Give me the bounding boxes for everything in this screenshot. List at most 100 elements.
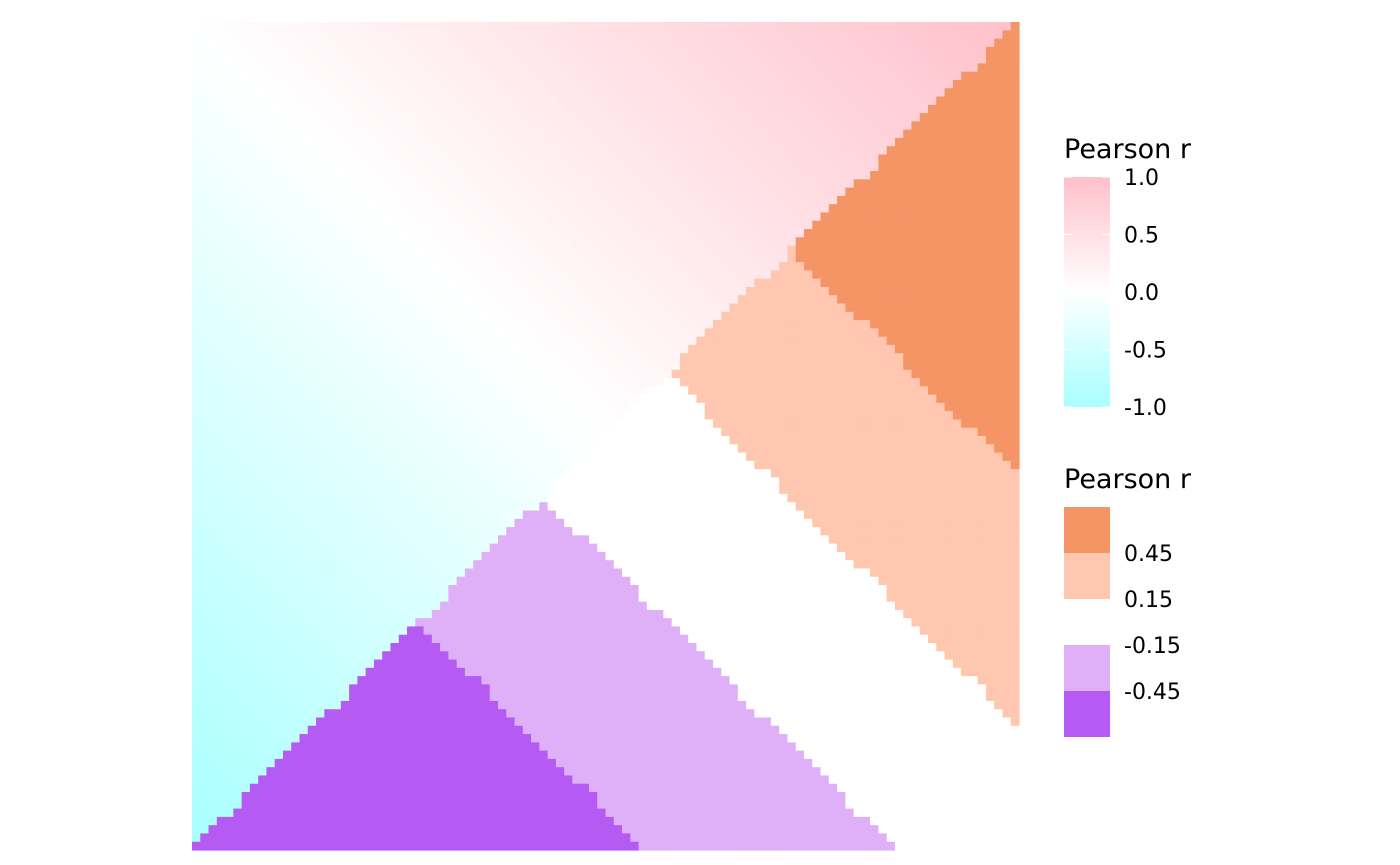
heatmap-cell [547, 270, 557, 280]
heatmap-cell [514, 286, 524, 296]
heatmap-cell [274, 187, 284, 197]
heatmap-cell [679, 411, 689, 421]
heatmap-cell [307, 137, 317, 147]
heatmap-cell [787, 262, 797, 271]
heatmap-cell [340, 63, 350, 73]
heatmap-cell [208, 79, 218, 89]
heatmap-cell [630, 46, 640, 56]
heatmap-cell [340, 129, 350, 139]
heatmap-cell [357, 212, 367, 222]
heatmap-cell [282, 402, 292, 412]
heatmap-cell [555, 195, 565, 205]
heatmap-cell [225, 154, 234, 164]
heatmap-cell [282, 88, 292, 98]
heatmap-cell [448, 104, 458, 114]
heatmap-cell [894, 38, 904, 48]
heatmap-cell [696, 427, 706, 437]
heatmap-cell [762, 137, 772, 147]
heatmap-cell [861, 245, 871, 255]
heatmap-cell [415, 79, 425, 89]
heatmap-cell [977, 336, 987, 346]
heatmap-cell [961, 171, 970, 180]
heatmap-cell [514, 353, 524, 363]
heatmap-cell [423, 311, 433, 321]
heatmap-cell [440, 179, 449, 189]
heatmap-cell [1010, 320, 1020, 329]
heatmap-cell [886, 402, 896, 412]
heatmap-cell [704, 38, 714, 48]
heatmap-cell [258, 129, 268, 139]
heatmap-cell [448, 295, 458, 305]
heatmap-cell [845, 113, 855, 122]
heatmap-cell [514, 411, 524, 421]
heatmap-cell [837, 88, 846, 98]
heatmap-cell [638, 171, 648, 180]
heatmap-cell [795, 286, 805, 296]
heatmap-cell [316, 88, 325, 98]
heatmap-cell [787, 195, 797, 205]
heatmap-cell [894, 237, 904, 247]
heatmap-cell [655, 154, 664, 164]
heatmap-cell [514, 419, 524, 429]
heatmap-cell [613, 104, 623, 114]
heatmap-cell [225, 353, 234, 363]
heatmap-cell [770, 195, 780, 205]
heatmap-cell [746, 113, 755, 122]
heatmap-cell [332, 361, 342, 371]
heatmap-cell [448, 38, 458, 48]
heatmap-cell [994, 320, 1004, 329]
heatmap-cell [812, 253, 822, 263]
heatmap-cell [861, 71, 871, 81]
heatmap-cell [994, 22, 1004, 31]
heatmap-cell [655, 79, 664, 89]
heatmap-cell [464, 394, 474, 404]
heatmap-cell [258, 270, 268, 280]
heatmap-cell [588, 245, 598, 255]
heatmap-cell [737, 79, 747, 89]
heatmap-cell [580, 361, 590, 371]
heatmap-cell [746, 262, 755, 271]
heatmap-cell [216, 361, 226, 371]
heatmap-cell [291, 394, 301, 404]
heatmap-cell [613, 195, 623, 205]
heatmap-cell [936, 311, 946, 321]
heatmap-cell [522, 320, 532, 329]
heatmap-cell [324, 55, 334, 64]
heatmap-cell [225, 204, 234, 214]
heatmap-cell [936, 30, 946, 40]
heatmap-cell [1010, 88, 1020, 98]
heatmap-cell [572, 237, 582, 247]
heatmap-cell [440, 129, 449, 139]
heatmap-cell [398, 336, 408, 346]
heatmap-cell [588, 320, 598, 329]
heatmap-cell [944, 96, 954, 106]
heatmap-cell [994, 311, 1004, 321]
heatmap-cell [423, 146, 433, 156]
heatmap-cell [539, 286, 549, 296]
heatmap-cell [886, 121, 896, 131]
heatmap-cell [903, 245, 913, 255]
heatmap-cell [870, 88, 880, 98]
heatmap-cell [977, 411, 987, 421]
heatmap-cell [985, 229, 995, 238]
heatmap-cell [696, 55, 706, 64]
heatmap-cell [390, 121, 400, 131]
heatmap-cell [737, 229, 747, 238]
heatmap-cell [952, 204, 962, 214]
heatmap-cell [870, 96, 880, 106]
heatmap-cell [936, 419, 946, 429]
heatmap-cell [473, 237, 483, 247]
heatmap-cell [448, 146, 458, 156]
heatmap-cell [638, 46, 648, 56]
heatmap-cell [704, 137, 714, 147]
heatmap-cell [564, 38, 574, 48]
heatmap-cell [704, 278, 714, 288]
heatmap-cell [357, 336, 367, 346]
heatmap-cell [357, 262, 367, 271]
heatmap-cell [274, 195, 284, 205]
heatmap-cell [770, 278, 780, 288]
heatmap-cell [572, 195, 582, 205]
heatmap-cell [903, 394, 913, 404]
heatmap-cell [688, 262, 698, 271]
heatmap-cell [192, 286, 201, 296]
